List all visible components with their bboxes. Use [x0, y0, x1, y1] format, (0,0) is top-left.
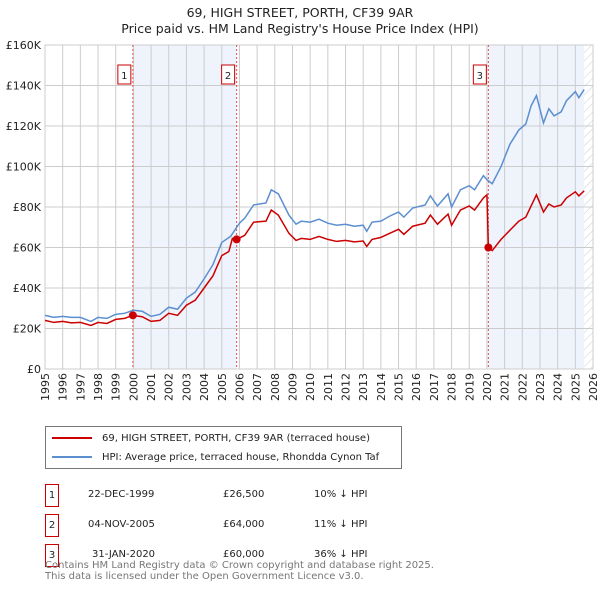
- legend: 69, HIGH STREET, PORTH, CF39 9AR (terrac…: [45, 426, 402, 469]
- x-tick-label: 2024: [552, 373, 565, 401]
- transaction-price: £26,500: [223, 489, 265, 500]
- transaction-hpi-diff: 10% ↓ HPI: [314, 489, 368, 500]
- transaction-marker: 3: [45, 544, 59, 567]
- x-tick-label: 2014: [375, 373, 388, 401]
- plot-frame: [44, 44, 594, 370]
- x-tick-label: 2006: [233, 373, 246, 401]
- x-tick-label: 2000: [127, 373, 140, 401]
- x-tick-label: 2026: [587, 373, 600, 401]
- y-tick-label: £20K: [13, 323, 42, 336]
- legend-label: HPI: Average price, terraced house, Rhon…: [102, 451, 380, 463]
- legend-label: 69, HIGH STREET, PORTH, CF39 9AR (terrac…: [102, 432, 370, 444]
- chart-subtitle: Price paid vs. HM Land Registry's House …: [121, 21, 479, 36]
- sale-label: 2: [225, 71, 231, 82]
- hpi-line: [44, 89, 585, 323]
- transaction-date: 22-DEC-1999: [88, 489, 155, 500]
- transaction-marker: 2: [45, 514, 59, 537]
- transaction-row: 1 22-DEC-1999 £26,500 10% ↓ HPI: [45, 484, 445, 507]
- x-tick-label: 2012: [340, 373, 353, 401]
- y-tick-label: £80K: [13, 201, 42, 214]
- sale-label-box: [117, 64, 132, 85]
- transaction-date: 04-NOV-2005: [88, 519, 155, 530]
- chart: 1995 1996 1997 1998 1999 2000 2001 2002 2003 2004…: [6, 39, 600, 401]
- legend-swatch: [52, 437, 92, 439]
- x-tick-label: 2008: [269, 373, 282, 401]
- x-tick-label: 1997: [74, 373, 87, 401]
- x-tick-label: 2019: [463, 373, 476, 401]
- x-tick-label: 2009: [286, 373, 299, 401]
- x-tick-label: 2025: [569, 373, 582, 401]
- y-tick-label: £160K: [6, 39, 42, 52]
- x-tick-label: 2023: [534, 373, 547, 401]
- legend-item-price: 69, HIGH STREET, PORTH, CF39 9AR (terrac…: [52, 430, 370, 446]
- y-tick-label: £120K: [6, 120, 42, 133]
- x-tick-label: 2013: [357, 373, 370, 401]
- y-tick-label: £0: [27, 363, 41, 376]
- sale-label-box: [221, 64, 236, 85]
- transaction-price: £60,000: [223, 549, 265, 560]
- y-tick-label: £100K: [6, 161, 42, 174]
- transaction-row: 3 31-JAN-2020 £60,000 36% ↓ HPI: [45, 544, 445, 567]
- x-tick-label: 2001: [145, 373, 158, 401]
- x-tick-label: 1998: [92, 373, 105, 401]
- sale-label-box: [472, 64, 487, 85]
- transaction-hpi-diff: 36% ↓ HPI: [314, 549, 368, 560]
- x-tick-label: 2017: [428, 373, 441, 401]
- x-tick-label: 2011: [322, 373, 335, 401]
- x-tick-label: 2015: [393, 373, 406, 401]
- x-tick-label: 2003: [180, 373, 193, 401]
- footer: Contains HM Land Registry data © Crown c…: [45, 560, 434, 582]
- x-tick-label: 1999: [110, 373, 123, 401]
- transaction-hpi-diff: 11% ↓ HPI: [314, 519, 368, 530]
- sale-point: [484, 243, 493, 252]
- x-tick-label: 2018: [446, 373, 459, 401]
- x-tick-label: 2002: [163, 373, 176, 401]
- sale-point: [128, 311, 137, 320]
- x-tick-label: 1996: [57, 373, 70, 401]
- price-paid-line: [44, 190, 585, 327]
- sale-point: [232, 235, 241, 244]
- footer-line: Contains HM Land Registry data © Crown c…: [45, 560, 434, 571]
- y-tick-label: £60K: [13, 242, 42, 255]
- chart-title: 69, HIGH STREET, PORTH, CF39 9AR: [186, 5, 414, 20]
- legend-item-hpi: HPI: Average price, terraced house, Rhon…: [52, 449, 379, 465]
- footer-line: This data is licensed under the Open Gov…: [45, 571, 364, 582]
- sale-label: 1: [121, 71, 127, 82]
- x-tick-label: 2020: [481, 373, 494, 401]
- legend-swatch: [52, 456, 92, 458]
- x-tick-label: 2022: [516, 373, 529, 401]
- sale-label: 3: [477, 71, 483, 82]
- x-tick-label: 1995: [39, 373, 52, 401]
- y-tick-label: £40K: [13, 282, 42, 295]
- x-tick-label: 2005: [216, 373, 229, 401]
- y-tick-label: £140K: [6, 80, 42, 93]
- x-tick-label: 2010: [304, 373, 317, 401]
- x-tick-label: 2007: [251, 373, 264, 401]
- x-tick-label: 2004: [198, 373, 211, 401]
- transaction-date: 31-JAN-2020: [92, 549, 156, 560]
- transaction-marker: 1: [45, 484, 59, 507]
- transaction-row: 2 04-NOV-2005 £64,000 11% ↓ HPI: [45, 514, 445, 537]
- x-tick-label: 2021: [499, 373, 512, 401]
- transaction-price: £64,000: [223, 519, 265, 530]
- x-tick-label: 2016: [410, 373, 423, 401]
